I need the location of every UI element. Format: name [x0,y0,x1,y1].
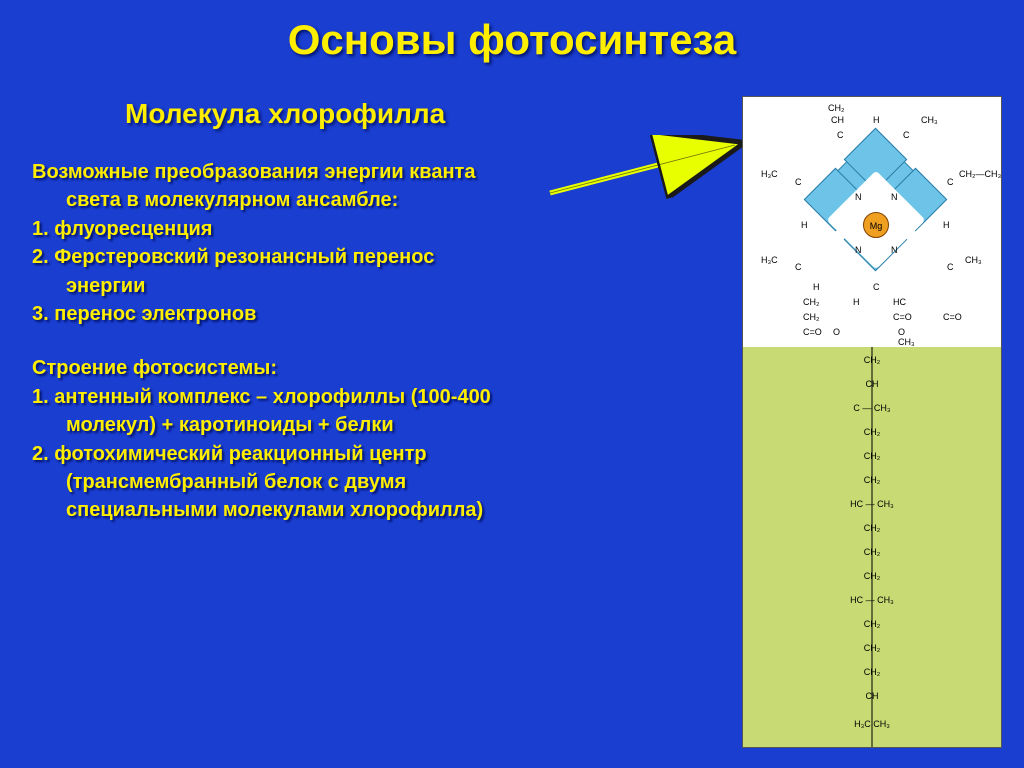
chem-top-ch3: CH₃ [921,115,938,125]
porphyrin-head: Mg CH₂ CH C H C CH₃ H₃C C C CH₂—CH₃ N N … [743,97,1001,347]
chem-right-ch3-2: CH₃ [965,255,982,265]
chem-top-c: C [837,130,844,140]
block1-item1: 1. флуоресценция [32,215,682,243]
chem-left-h3c2: H₃C [761,255,778,265]
tail-4: CH₂ [864,451,881,461]
phytol-tail: CH₂ CH C — CH₃ CH₂ CH₂ CH₂ HC — CH₃ CH₂ … [743,347,1001,747]
block2-item2-l2: (трансмембранный белок с двумя [32,468,682,496]
chem-low-ch2-1: CH₂ [803,297,820,307]
chem-mid-h: H [813,282,820,292]
chem-right-c: C [947,177,954,187]
chem-low-co2: C=O [943,312,962,322]
chem-n2: N [891,192,898,202]
block1-item2-l1: 2. Ферстеровский резонансный перенос [32,243,682,271]
block1-item3: 3. перенос электронов [32,300,682,328]
chem-low-ch3end: CH₃ [898,337,915,347]
tail-13: CH₂ [864,667,881,677]
chem-top-h1: H [873,115,880,125]
block2-item1-l2: молекул) + каротиноиды + белки [32,411,682,439]
chem-low-ch2-2: CH₂ [803,312,820,322]
tail-15: H₃C CH₃ [854,719,890,729]
tail-7: CH₂ [864,523,881,533]
chem-left-h3c: H₃C [761,169,778,179]
tail-11: CH₂ [864,619,881,629]
chem-top-ch2: CH₂ [828,103,845,113]
block2-intro: Строение фотосистемы: [32,354,682,382]
tail-5: CH₂ [864,475,881,485]
chem-n3: N [855,245,862,255]
chem-low-hc: HC [893,297,906,307]
chem-n4: N [891,245,898,255]
chem-h-left: H [801,220,808,230]
tail-8: CH₂ [864,547,881,557]
tail-12: CH₂ [864,643,881,653]
tail-10: HC — CH₃ [850,595,894,605]
arrow-icon [545,135,755,205]
tail-2: C — CH₃ [853,403,890,413]
tail-9: CH₂ [864,571,881,581]
chlorophyll-molecule-diagram: Mg CH₂ CH C H C CH₃ H₃C C C CH₂—CH₃ N N … [742,96,1002,748]
chem-low-co: C=O [893,312,912,322]
chem-right-c2: C [947,262,954,272]
page-title: Основы фотосинтеза [0,16,1024,64]
chem-low-h: H [853,297,860,307]
block1-item2-l2: энергии [32,272,682,300]
chem-left-c: C [795,177,802,187]
tail-6: HC — CH₃ [850,499,894,509]
block2-item2-l1: 2. фотохимический реакционный центр [32,440,682,468]
mg-center: Mg [863,212,889,238]
chem-top-chd: CH [831,115,844,125]
tail-3: CH₂ [864,427,881,437]
chem-left-c2: C [795,262,802,272]
block2-item1-l1: 1. антенный комплекс – хлорофиллы (100-4… [32,383,682,411]
tail-0: CH₂ [864,355,881,365]
chem-top-c2: C [903,130,910,140]
chem-low-co3: C=O [803,327,822,337]
body-text: Возможные преобразования энергии кванта … [32,158,682,525]
chem-mid-c: C [873,282,880,292]
tail-14: CH [866,691,879,701]
chem-low-o: O [833,327,840,337]
chem-low-o2: O [898,327,905,337]
block2-item2-l3: специальными молекулами хлорофилла) [32,496,682,524]
chem-h-right: H [943,220,950,230]
tail-1: CH [866,379,879,389]
chem-right-ch2ch3: CH₂—CH₃ [959,169,1001,179]
chem-n1: N [855,192,862,202]
